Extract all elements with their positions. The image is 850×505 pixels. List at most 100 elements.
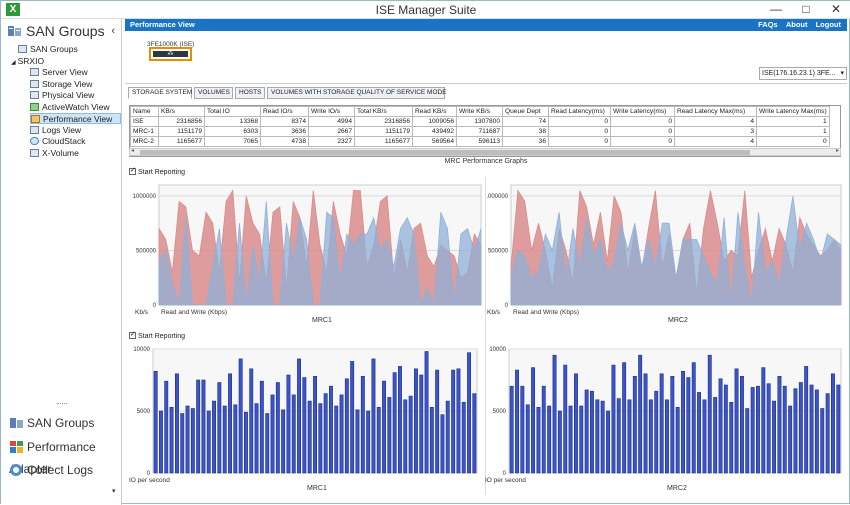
scroll-down-icon[interactable]: ▾ [112, 488, 116, 495]
column-header[interactable]: Read IO/s [260, 106, 309, 117]
start-reporting-checkbox-io[interactable]: Start Reporting [129, 330, 185, 340]
column-header[interactable]: KB/s [158, 106, 205, 117]
app-logo-icon: X [6, 3, 20, 16]
chart-mrc2-kbps: 0 500000 1000000 Kb/s Read and Write (Kbps) M… [487, 177, 847, 327]
bar [180, 413, 185, 474]
column-header[interactable]: Queue Dept [502, 106, 549, 117]
bar [206, 410, 211, 474]
minimize-button[interactable]: — [770, 2, 782, 16]
tree-item-san-groups[interactable]: SAN Groups [18, 44, 78, 55]
bar [212, 400, 217, 474]
bar [595, 399, 600, 474]
bar [579, 405, 584, 474]
about-link[interactable]: About [785, 20, 808, 29]
tree-item-server-view[interactable]: Server View [30, 67, 88, 78]
bar [334, 405, 339, 474]
column-header[interactable]: Write KB/s [456, 106, 503, 117]
y-axis-label: Kb/s [487, 309, 501, 316]
bar [392, 372, 397, 474]
tree-item-performance-view[interactable]: Performance View [30, 113, 121, 124]
bar [371, 358, 376, 474]
tree-item-cloudstack[interactable]: CloudStack [30, 136, 85, 147]
y-tick-label: 5000 [137, 409, 151, 415]
bar [339, 394, 344, 474]
bar [590, 390, 594, 474]
bar [836, 384, 841, 474]
bar [552, 354, 557, 474]
table-row[interactable]: ISE 2316856 13368 8374 4994 2316856 1009056 130… [130, 116, 830, 127]
collapse-sidebar-button[interactable]: ‹ [111, 25, 115, 37]
nav-performance-adapter[interactable]: Performance Adapter [1, 436, 121, 476]
tab-storage-system[interactable]: STORAGE SYSTEM [128, 87, 192, 99]
bar [190, 408, 195, 474]
bar [557, 410, 562, 474]
start-reporting-checkbox-kbps[interactable]: Start Reporting [129, 166, 185, 176]
system-select[interactable]: ISE(176.16.23.1) 3FE... ▾ [759, 67, 847, 80]
tab-volumes-qos[interactable]: VOLUMES WITH STORAGE QUALITY OF SERVICE … [267, 87, 447, 99]
y-tick-label: 0 [503, 471, 507, 477]
horizontal-scrollbar[interactable]: ◂ ▸ [129, 148, 841, 156]
scrollbar-thumb[interactable] [140, 150, 750, 155]
scroll-right-icon[interactable]: ▸ [835, 148, 839, 154]
scroll-left-icon[interactable]: ◂ [131, 148, 135, 154]
maximize-button[interactable]: □ [802, 2, 810, 16]
column-header[interactable]: Total KB/s [354, 106, 413, 117]
bar [169, 407, 174, 474]
tree-item-storage-view[interactable]: Storage View [30, 79, 92, 90]
bar [809, 384, 814, 474]
bar [445, 400, 450, 474]
table-cell: 0 [756, 136, 830, 147]
chart-title: MRC2 [667, 485, 687, 492]
tree-item-x-volume[interactable]: X-Volume [30, 148, 79, 159]
tree-item-label: Server View [42, 67, 88, 77]
bar [600, 400, 605, 474]
column-header[interactable]: Write IO/s [308, 106, 355, 117]
column-header[interactable]: Read Latency Max(ms) [674, 106, 757, 117]
checkbox-checked-icon[interactable] [129, 166, 136, 175]
bar [244, 411, 248, 474]
logout-link[interactable]: Logout [815, 20, 841, 29]
close-button[interactable]: ✕ [830, 2, 842, 16]
table-cell: 4 [674, 116, 757, 127]
column-header[interactable]: Read Latency(ms) [548, 106, 611, 117]
column-header[interactable]: Write Latency Max(ms) [756, 106, 830, 117]
bar [509, 385, 514, 474]
checkbox-checked-icon[interactable] [129, 330, 136, 339]
device-selector[interactable]: ⁂ [149, 47, 192, 61]
bar [174, 373, 179, 474]
bar [153, 370, 158, 474]
bar [707, 354, 712, 474]
bar [222, 405, 227, 474]
bar [228, 373, 233, 474]
faqs-link[interactable]: FAQs [758, 20, 778, 29]
table-cell: 439492 [412, 126, 457, 137]
column-header[interactable]: Total IO [204, 106, 261, 117]
tree-item-label: ActiveWatch View [42, 102, 110, 112]
table-row[interactable]: MRC-2 1165677 7065 4738 2327 1165677 569564 596… [130, 136, 830, 147]
bar [654, 390, 659, 474]
tree-item-logs-view[interactable]: Logs View [30, 125, 81, 136]
area-series-2 [510, 195, 842, 306]
expand-arrow-icon[interactable]: ◢ [11, 60, 16, 66]
performance-adapter-icon [9, 439, 24, 453]
divider [125, 83, 847, 84]
table-row[interactable]: MRC-1 1151179 6303 3636 2667 1151179 439492 711… [130, 126, 830, 137]
column-header[interactable]: Read KB/s [412, 106, 457, 117]
column-header[interactable]: Write Latency(ms) [610, 106, 675, 117]
y-axis-label: IO per second [485, 477, 526, 484]
nav-san-groups[interactable]: SAN Groups [1, 412, 121, 434]
tree-item-activewatch-view[interactable]: ActiveWatch View [30, 102, 110, 113]
bar [461, 401, 466, 474]
nav-collect-logs[interactable]: Collect Logs [1, 459, 121, 481]
table-cell: 3 [674, 126, 757, 137]
device-icon: ⁂ [153, 51, 188, 57]
bar [632, 375, 637, 474]
tab-volumes[interactable]: VOLUMES [194, 87, 233, 99]
tab-hosts[interactable]: HOSTS [235, 87, 265, 99]
tree-item-srxio[interactable]: ◢ SRXIO [11, 56, 44, 67]
bar [329, 385, 333, 474]
splitter-grip[interactable] [57, 403, 67, 404]
tree-item-physical-view[interactable]: Physical View [30, 90, 94, 101]
column-header[interactable]: Name [130, 106, 159, 117]
bar [761, 367, 766, 474]
